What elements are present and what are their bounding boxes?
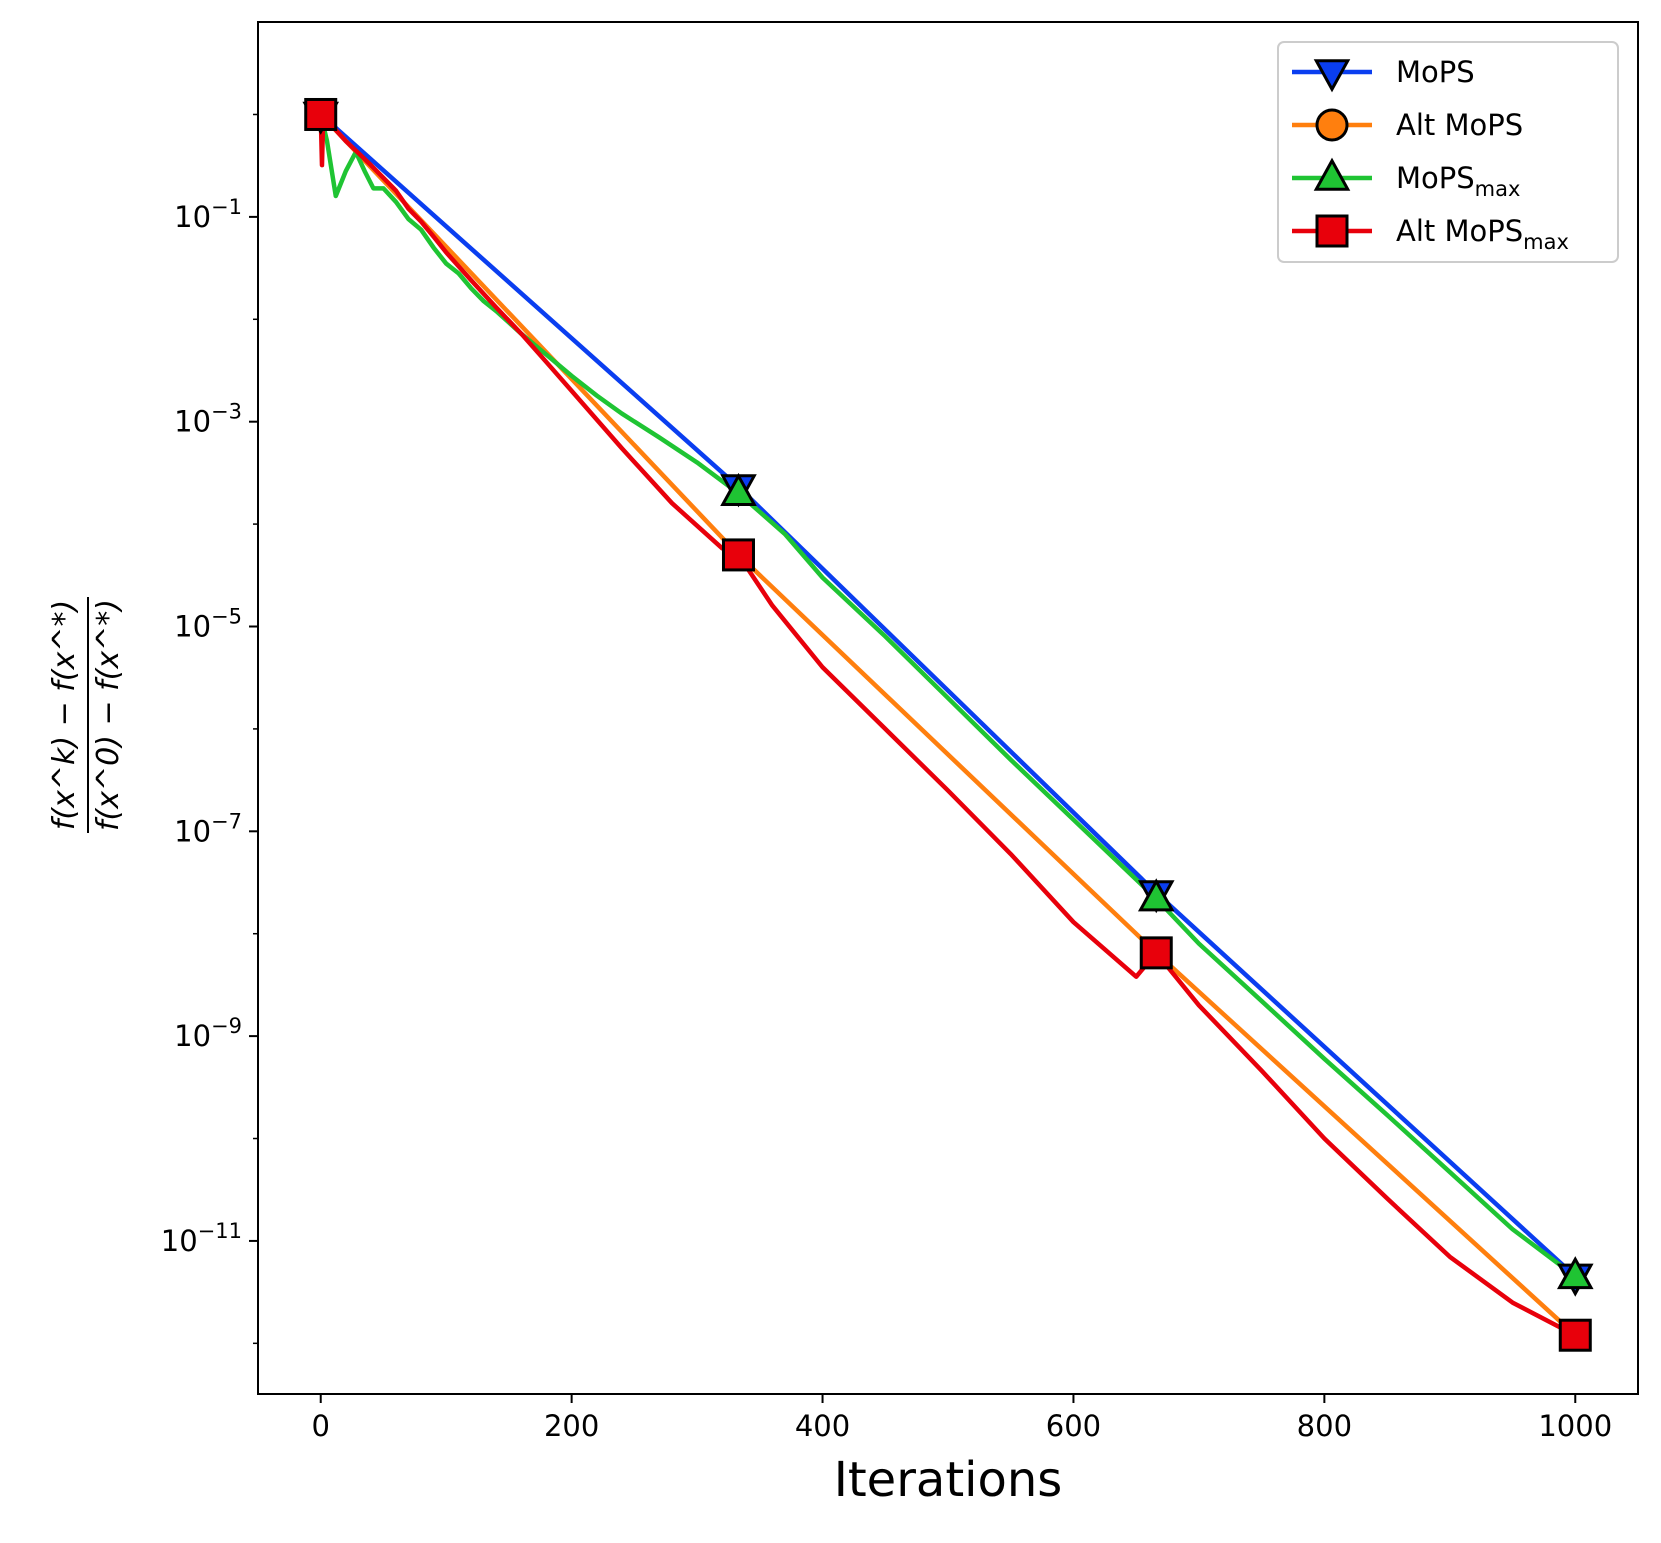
series-line-0 <box>318 112 1578 1279</box>
series-3-marker <box>1139 936 1173 970</box>
series-layer <box>318 112 1578 1338</box>
legend-marker-0 <box>1313 59 1351 93</box>
y-axis-label-denominator: f(x^0) − f(x^*) <box>91 599 126 831</box>
y-tick-label: 10−7 <box>174 809 242 848</box>
series-line-2 <box>318 112 1578 1279</box>
x-tick-label: 200 <box>544 1409 599 1443</box>
series-3-marker <box>1558 1318 1592 1352</box>
x-tick-label: 1000 <box>1538 1409 1612 1443</box>
x-axis-ticks: 0 200 400 600 800 1000 <box>312 1394 1612 1443</box>
x-tick-label: 0 <box>312 1409 330 1443</box>
legend-marker-3 <box>1315 214 1349 248</box>
y-tick-label: 10−5 <box>174 604 242 643</box>
y-tick-label: 10−11 <box>161 1219 242 1258</box>
legend-frame <box>1277 41 1619 263</box>
legend-label-0: MoPS <box>1396 55 1475 89</box>
y-axis-ticks: 10−1 10−3 10−5 10−7 10−9 10−11 <box>161 113 258 1345</box>
y-tick-label: 10−1 <box>174 195 242 234</box>
x-tick-label: 400 <box>795 1409 850 1443</box>
legend-label-1: Alt MoPS <box>1396 108 1523 142</box>
series-3-marker <box>304 97 338 131</box>
marker-layer <box>302 97 1594 1352</box>
plot-frame <box>257 21 1639 1395</box>
series-2-marker <box>1137 878 1175 912</box>
series-line-1 <box>318 112 1578 1338</box>
series-2-marker <box>720 472 757 507</box>
y-tick-label: 10−3 <box>174 400 242 439</box>
series-3-marker <box>721 538 755 572</box>
x-tick-label: 600 <box>1046 1409 1101 1443</box>
series-2-marker <box>1556 1256 1594 1290</box>
x-axis-label: Iterations <box>834 1452 1063 1508</box>
y-axis-label: f(x^k) − f(x^*) f(x^0) − f(x^*) <box>47 597 126 833</box>
legend-label-subscript: max <box>1523 230 1569 254</box>
y-axis-label-numerator: f(x^k) − f(x^*) <box>47 600 82 830</box>
y-tick-label: 10−9 <box>174 1014 242 1053</box>
legend-label-subscript: max <box>1475 177 1521 201</box>
legend-label-2: MoPSmax <box>1396 161 1520 201</box>
legend-marker-2 <box>1313 157 1351 191</box>
x-tick-label: 800 <box>1297 1409 1352 1443</box>
legend-marker-1 <box>1315 108 1349 142</box>
series-line-3 <box>318 112 1578 1338</box>
